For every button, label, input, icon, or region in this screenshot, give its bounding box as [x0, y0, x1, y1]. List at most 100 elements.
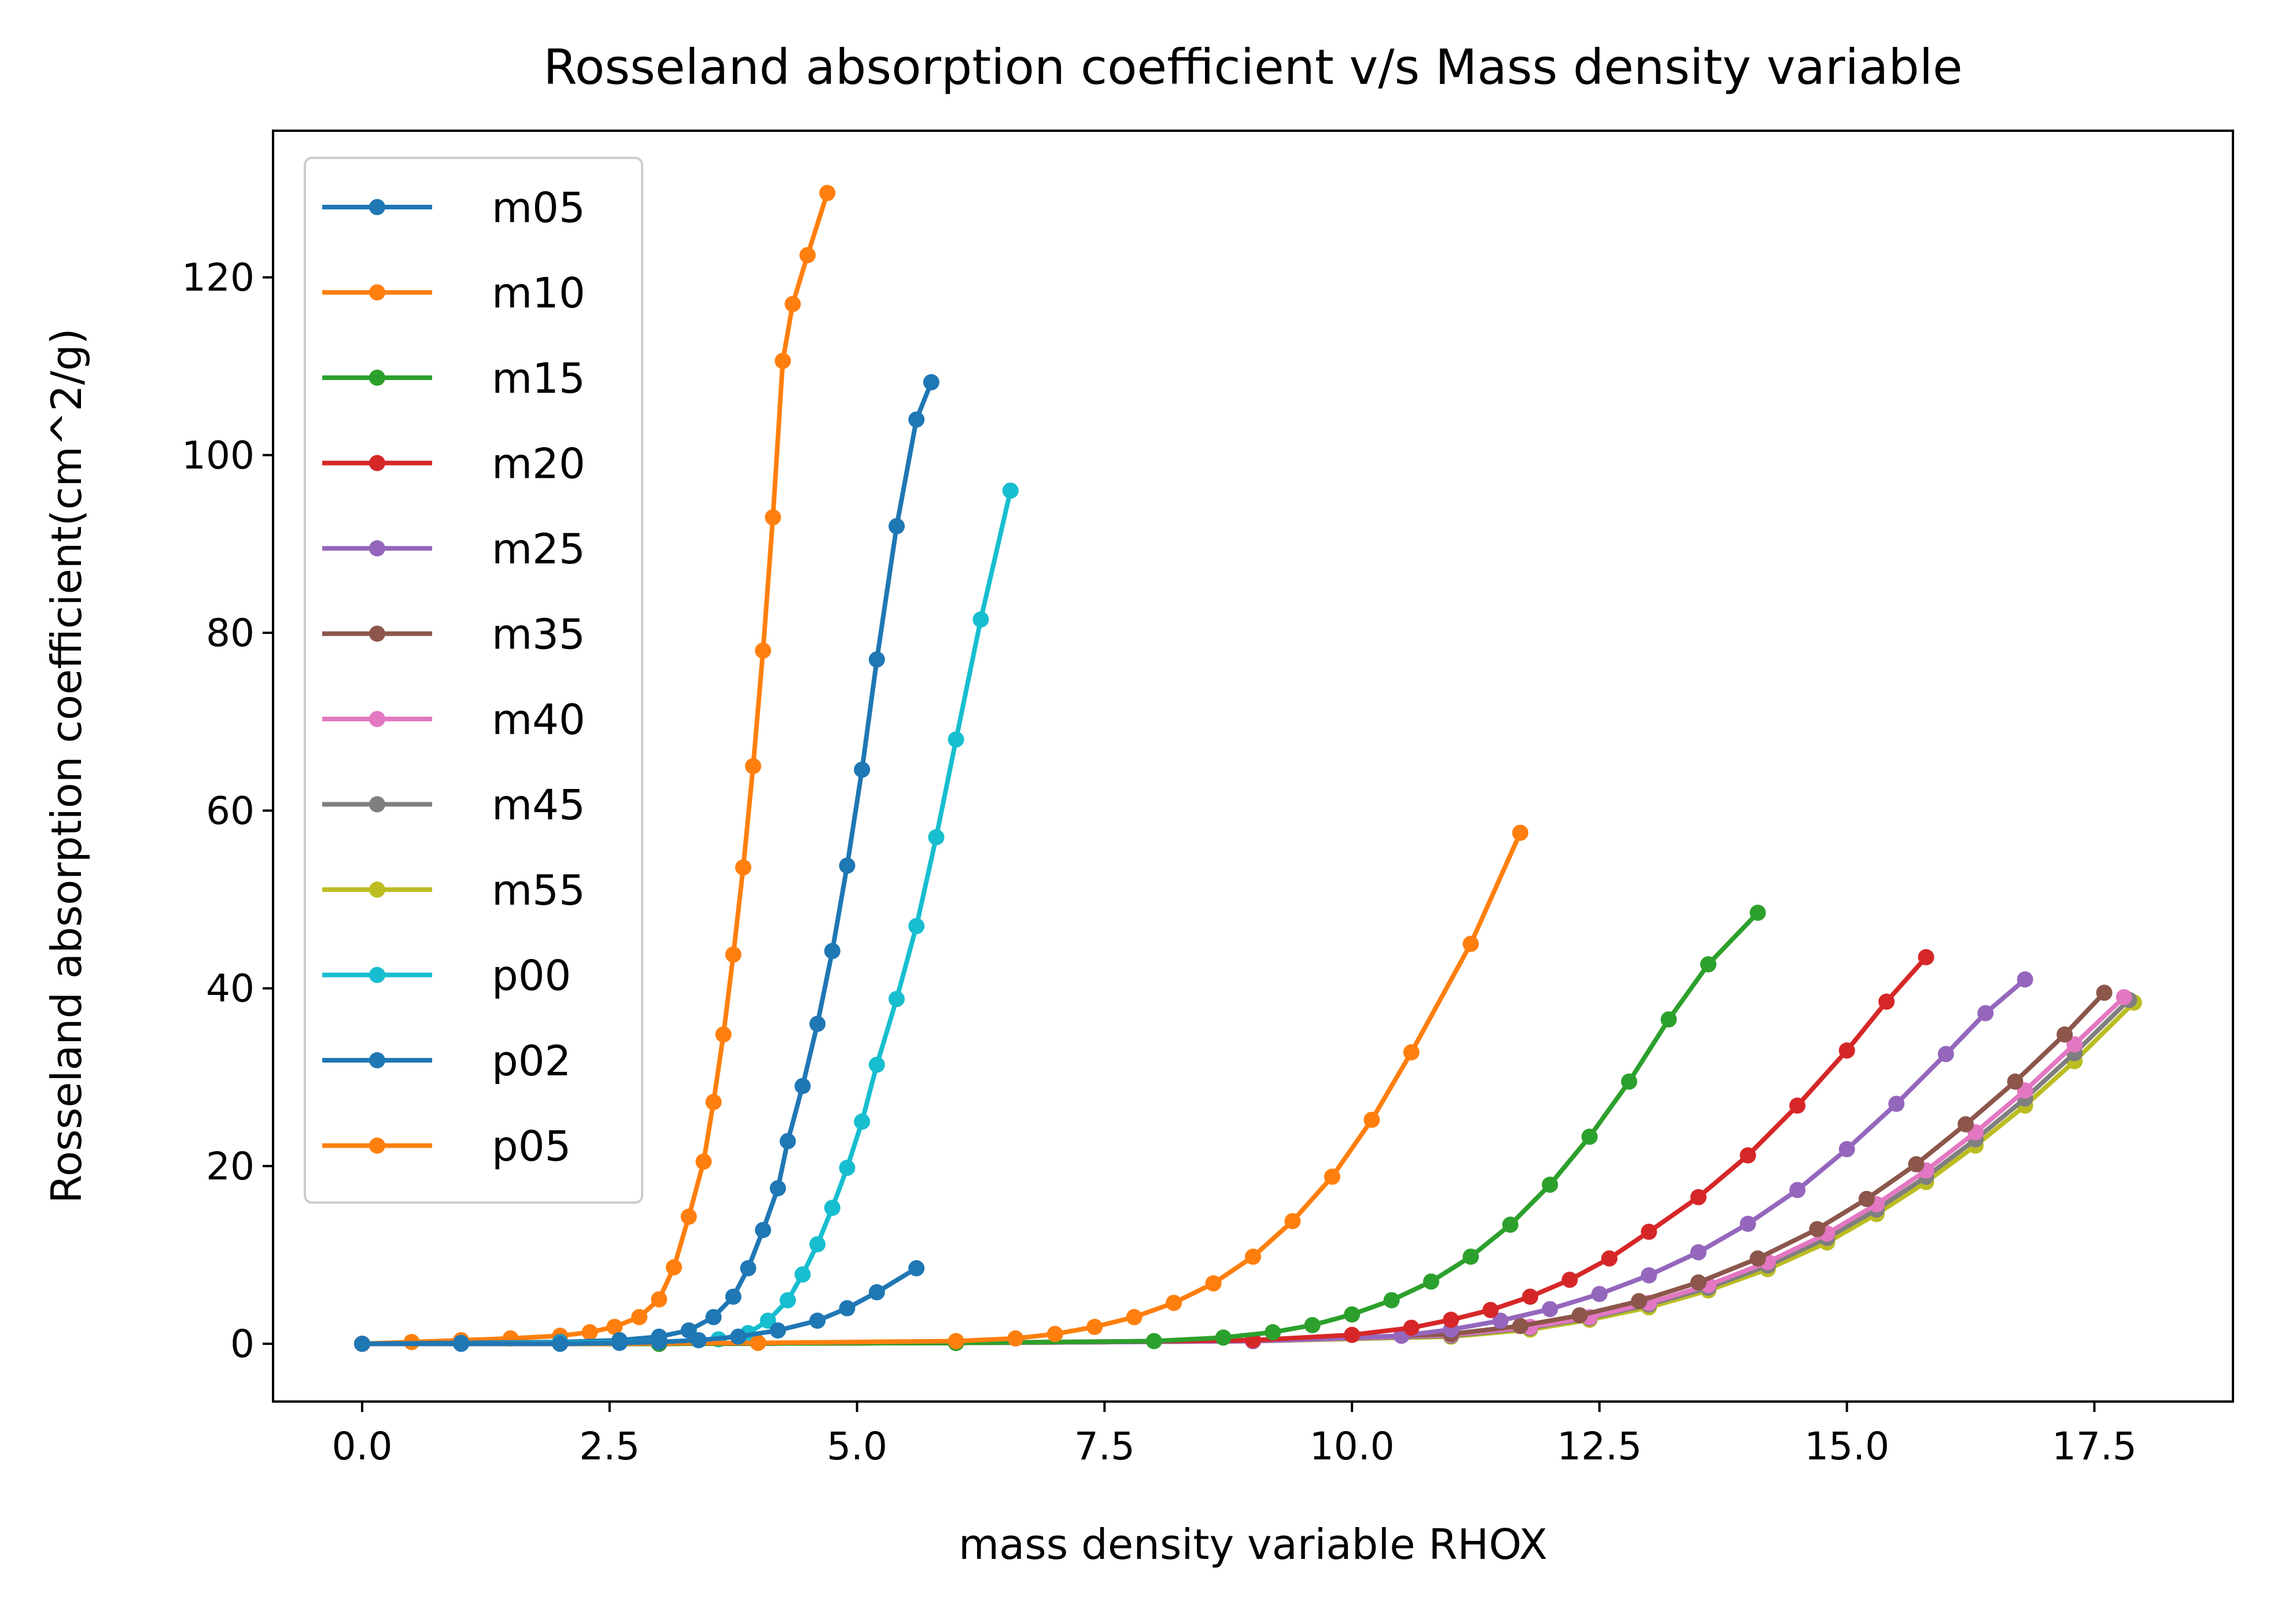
data-point — [1660, 1011, 1677, 1028]
data-point — [1601, 1250, 1617, 1267]
data-point — [908, 1260, 925, 1277]
legend-marker — [369, 1137, 385, 1154]
data-point — [1858, 1190, 1875, 1207]
legend-item-m45: m45 — [322, 781, 585, 829]
data-point — [740, 1260, 757, 1277]
x-tick-label: 0.0 — [332, 1424, 393, 1469]
data-point — [779, 1133, 796, 1149]
data-point — [755, 642, 771, 659]
y-tick-label: 40 — [206, 967, 255, 1011]
data-point — [1383, 1292, 1400, 1308]
legend-label: m15 — [492, 354, 585, 403]
data-point — [1958, 1116, 1974, 1133]
y-axis: 0 20 40 60 80 100 120 — [182, 256, 273, 1366]
data-point — [1918, 949, 1934, 965]
data-point — [1324, 1168, 1340, 1185]
legend-marker — [369, 882, 385, 898]
data-point — [1937, 1046, 1954, 1063]
x-axis: 0.0 2.5 5.0 7.5 10.0 12.5 15.0 17.5 — [332, 1402, 2137, 1469]
legend-label: p05 — [492, 1122, 571, 1171]
data-point — [1749, 905, 1766, 921]
data-point — [769, 1180, 786, 1197]
data-point — [745, 758, 761, 775]
data-point — [1739, 1147, 1756, 1164]
data-point — [1789, 1182, 1806, 1199]
data-point — [666, 1259, 682, 1276]
data-point — [1443, 1311, 1460, 1328]
legend-label: m35 — [492, 610, 585, 659]
data-point — [695, 1153, 712, 1170]
data-point — [606, 1318, 623, 1335]
series-line-m15 — [362, 911, 1760, 1347]
data-point — [868, 1284, 885, 1301]
data-point — [2057, 1026, 2073, 1043]
legend-item-p02: p02 — [322, 1037, 571, 1085]
legend-item-m20: m20 — [322, 440, 585, 488]
legend-label: m55 — [492, 866, 585, 915]
data-point — [1809, 1220, 1826, 1237]
data-point — [760, 1312, 776, 1329]
data-point — [651, 1291, 668, 1308]
data-point — [1908, 1156, 1925, 1172]
legend-item-m35: m35 — [322, 610, 585, 659]
plot-frame — [272, 130, 2234, 1403]
data-point — [819, 185, 836, 201]
data-point — [1046, 1326, 1063, 1343]
data-point — [1245, 1248, 1261, 1265]
data-point — [972, 611, 989, 628]
data-point — [2017, 971, 2033, 988]
data-point — [1641, 1267, 1657, 1284]
data-point — [1977, 1005, 1994, 1022]
data-point — [1265, 1324, 1281, 1341]
x-tick-label: 17.5 — [2052, 1424, 2137, 1469]
data-point — [868, 1056, 885, 1073]
data-point — [1363, 1111, 1380, 1128]
data-point — [779, 1292, 796, 1308]
data-point — [1561, 1271, 1578, 1288]
data-point — [1878, 993, 1895, 1010]
series-m10 — [354, 824, 1528, 1352]
data-point — [1482, 1301, 1499, 1318]
data-point — [928, 829, 945, 846]
data-point — [1002, 482, 1019, 499]
legend-marker — [369, 370, 385, 386]
data-point — [705, 1309, 722, 1326]
data-point — [581, 1324, 598, 1341]
data-point — [923, 374, 939, 390]
data-point — [2116, 989, 2132, 1005]
legend-label: m05 — [492, 183, 585, 232]
data-point — [1591, 1286, 1608, 1303]
x-tick-label: 12.5 — [1557, 1424, 1642, 1469]
data-point — [631, 1309, 648, 1326]
data-point — [1502, 1216, 1519, 1233]
data-point — [948, 1333, 964, 1349]
data-point — [1631, 1293, 1648, 1310]
legend-item-p00: p00 — [322, 952, 571, 1000]
data-point — [552, 1336, 569, 1352]
data-point — [1403, 1319, 1420, 1336]
legend-marker — [369, 284, 385, 301]
legend-label: m20 — [492, 440, 585, 488]
data-point — [1690, 1244, 1707, 1260]
data-point — [1126, 1309, 1143, 1326]
data-point — [1344, 1306, 1361, 1323]
data-point — [1462, 1248, 1479, 1265]
data-point — [2007, 1073, 2024, 1090]
legend-box — [304, 157, 643, 1204]
data-point — [1571, 1307, 1588, 1323]
legend-item-m55: m55 — [322, 866, 585, 915]
y-tick-label: 60 — [206, 788, 255, 833]
legend-item-m25: m25 — [322, 525, 585, 573]
data-point — [839, 857, 856, 874]
data-point — [651, 1334, 668, 1351]
data-point — [1789, 1097, 1806, 1114]
data-point — [839, 1159, 856, 1176]
data-point — [854, 1113, 871, 1130]
y-tick-label: 120 — [182, 256, 255, 300]
data-point — [1542, 1177, 1558, 1193]
legend: m05 m10 m15 m20 m25 m35 m40 m45 m55 p00 p02 p05 — [304, 157, 643, 1204]
data-point — [1838, 1042, 1855, 1059]
y-tick-label: 100 — [182, 433, 255, 478]
data-point — [1304, 1317, 1321, 1333]
x-tick-label: 10.0 — [1310, 1424, 1395, 1469]
